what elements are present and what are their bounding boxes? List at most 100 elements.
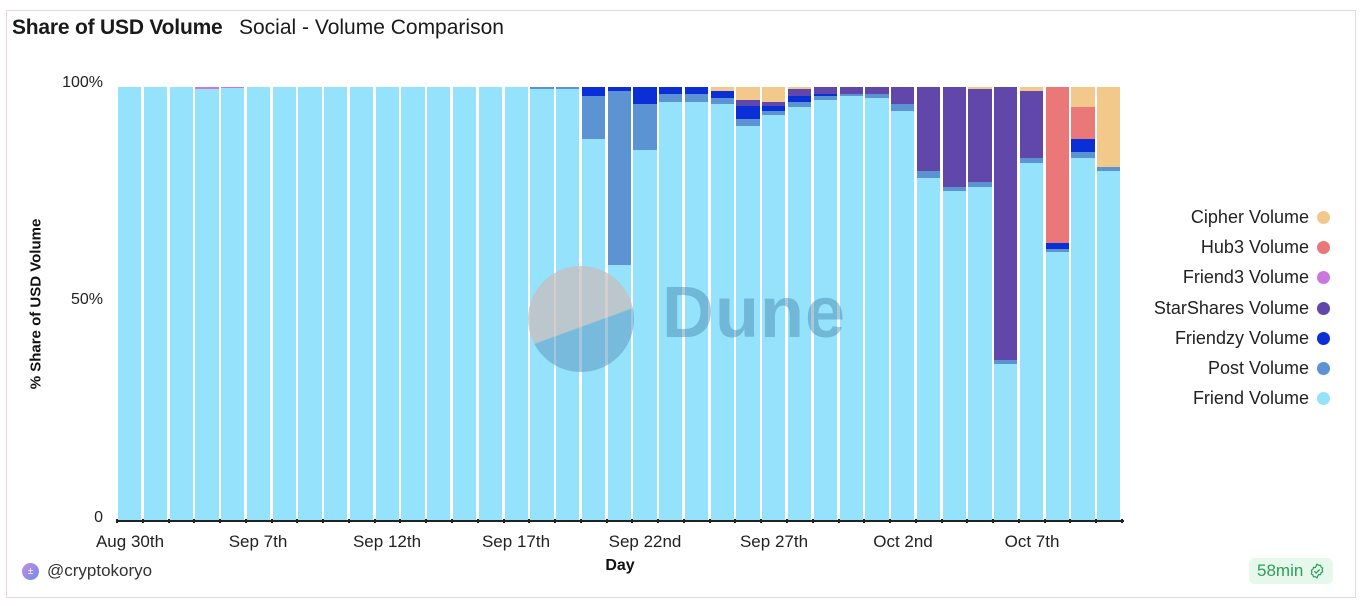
- legend-item-post[interactable]: Post Volume: [1130, 353, 1330, 383]
- segment-friend-volume: [349, 87, 374, 520]
- segment-starshares-volume: [839, 87, 863, 94]
- legend-item-hub3[interactable]: Hub3 Volume: [1130, 232, 1330, 262]
- bar-sep-24[interactable]: [684, 87, 709, 520]
- bar-oct-9[interactable]: [1071, 87, 1095, 520]
- bar-sep-22[interactable]: [633, 87, 657, 520]
- bar-sep-7[interactable]: [246, 87, 271, 520]
- x-tick-mark: [373, 519, 376, 523]
- author-link[interactable]: ± @cryptokoryo: [22, 561, 152, 581]
- segment-post-volume: [581, 95, 606, 139]
- bar-sep-8[interactable]: [272, 87, 296, 520]
- bar-sep-27[interactable]: [762, 87, 786, 520]
- bar-sep-28[interactable]: [788, 87, 812, 520]
- bar-sep-21[interactable]: [607, 87, 631, 520]
- x-tick-mark: [682, 519, 685, 523]
- segment-friend-volume: [324, 87, 348, 520]
- segment-post-volume: [710, 97, 734, 105]
- x-tick-mark: [1095, 519, 1098, 523]
- x-label: Sep 22nd: [608, 532, 682, 551]
- chart-legend: Cipher Volume Hub3 Volume Friend3 Volume…: [1130, 202, 1330, 414]
- legend-item-starshares[interactable]: StarShares Volume: [1130, 293, 1330, 323]
- bar-sep-16[interactable]: [478, 87, 503, 520]
- y-tick-0: 0: [94, 509, 103, 526]
- bar-sep-23[interactable]: [659, 87, 683, 520]
- bar-sep-6[interactable]: [221, 87, 245, 520]
- bar-oct-1[interactable]: [865, 87, 889, 520]
- legend-item-friend3[interactable]: Friend3 Volume: [1130, 263, 1330, 293]
- segment-post-volume: [530, 87, 554, 89]
- segment-starshares-volume: [1019, 91, 1044, 159]
- bar-sep-17[interactable]: [504, 87, 528, 520]
- bar-oct-4[interactable]: [942, 87, 966, 520]
- x-tick-mark: [296, 519, 299, 523]
- legend-dot-icon: [1317, 331, 1330, 345]
- segment-starshares-volume: [865, 87, 889, 94]
- bar-sep-10[interactable]: [324, 87, 348, 520]
- refresh-status-badge[interactable]: 58min: [1249, 558, 1334, 584]
- bar-sep-3[interactable]: [143, 87, 168, 520]
- bar-oct-3[interactable]: [916, 87, 941, 520]
- segment-friend-volume: [659, 102, 683, 520]
- x-tick-mark: [605, 519, 608, 523]
- x-tick-mark: [734, 519, 737, 523]
- legend-item-cipher[interactable]: Cipher Volume: [1130, 202, 1330, 232]
- segment-post-volume: [839, 93, 863, 96]
- x-tick-mark: [966, 519, 969, 523]
- segment-friend-volume: [118, 87, 142, 520]
- bar-sep-20[interactable]: [581, 87, 606, 520]
- segment-friendzy-volume: [736, 106, 760, 120]
- x-tick-mark: [270, 519, 273, 523]
- bar-sep-5[interactable]: [195, 87, 219, 520]
- segment-friendzy-volume: [1071, 138, 1095, 152]
- bar-sep-25[interactable]: [710, 87, 734, 520]
- segment-friend-volume: [1019, 162, 1044, 520]
- segment-hub3-volume: [1071, 106, 1095, 139]
- segment-friend-volume: [143, 87, 168, 520]
- segment-friend-volume: [453, 87, 477, 520]
- segment-starshares-volume: [891, 87, 915, 105]
- bar-sep-18[interactable]: [530, 87, 554, 520]
- bar-aug-30[interactable]: [118, 87, 142, 520]
- bar-oct-2[interactable]: [891, 87, 915, 520]
- x-tick-mark: [1121, 519, 1123, 523]
- segment-friendzy-volume: [710, 91, 734, 98]
- x-tick-mark: [554, 519, 557, 523]
- x-label: Sep 12th: [352, 532, 422, 551]
- bar-sep-11[interactable]: [349, 87, 374, 520]
- bar-sep-4[interactable]: [169, 87, 193, 520]
- bar-sep-12[interactable]: [375, 87, 399, 520]
- segment-friend-volume: [169, 87, 193, 520]
- x-tick-mark: [141, 519, 144, 523]
- segment-friendzy-volume: [684, 87, 709, 94]
- bar-oct-10[interactable]: [1097, 87, 1121, 520]
- segment-friend-volume: [401, 87, 425, 520]
- bar-sep-13[interactable]: [401, 87, 425, 520]
- segment-post-volume: [1097, 167, 1121, 172]
- bar-sep-14[interactable]: [427, 87, 451, 520]
- legend-dot-icon: [1317, 210, 1330, 224]
- legend-item-friendzy[interactable]: Friendzy Volume: [1130, 323, 1330, 353]
- x-tick-mark: [1043, 519, 1046, 523]
- segment-post-volume: [1071, 151, 1095, 159]
- bar-oct-7[interactable]: [1019, 87, 1044, 520]
- bar-sep-30[interactable]: [839, 87, 863, 520]
- bar-sep-29[interactable]: [813, 87, 838, 520]
- y-tick-50: 50%: [70, 291, 103, 308]
- bar-oct-5[interactable]: [968, 87, 992, 520]
- bar-oct-6[interactable]: [994, 87, 1018, 520]
- bar-sep-26[interactable]: [736, 87, 760, 520]
- segment-friendzy-volume: [581, 87, 606, 96]
- author-username: @cryptokoryo: [47, 561, 153, 580]
- bar-oct-8[interactable]: [1045, 87, 1069, 520]
- bar-sep-15[interactable]: [453, 87, 477, 520]
- segment-starshares-volume: [788, 89, 812, 96]
- legend-dot-icon: [1317, 301, 1330, 315]
- x-tick-mark: [914, 519, 917, 523]
- segment-friend-volume: [942, 190, 966, 520]
- segment-post-volume: [994, 359, 1018, 365]
- legend-dot-icon: [1317, 240, 1330, 254]
- bar-sep-9[interactable]: [298, 87, 322, 520]
- bar-sep-19[interactable]: [556, 87, 580, 520]
- segment-friendzy-volume: [607, 87, 631, 92]
- legend-item-friend[interactable]: Friend Volume: [1130, 384, 1330, 414]
